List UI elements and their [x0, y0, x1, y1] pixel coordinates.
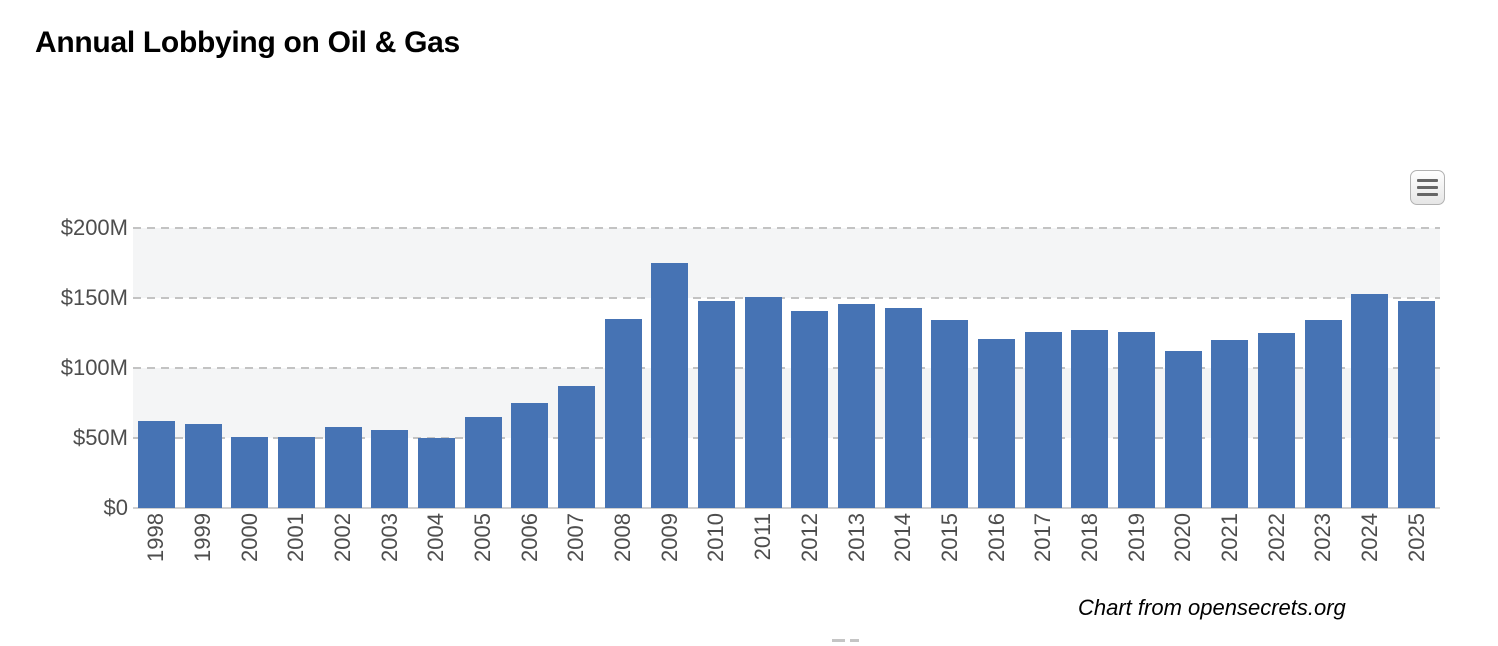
bar-2013[interactable] — [838, 303, 876, 508]
cutoff-element-artifact — [832, 639, 859, 642]
gridline — [133, 367, 1440, 369]
bar-2012[interactable] — [791, 310, 829, 508]
x-axis-label: 2004 — [423, 513, 449, 562]
x-axis-label: 2019 — [1123, 513, 1149, 562]
x-axis-label: 1998 — [143, 513, 169, 562]
x-axis-label: 2024 — [1356, 513, 1382, 562]
x-axis-label: 1999 — [190, 513, 216, 562]
y-axis-label: $0 — [103, 495, 128, 520]
bar-2021[interactable] — [1211, 340, 1249, 508]
x-axis-label: 2022 — [1263, 513, 1289, 562]
x-axis-label: 2006 — [516, 513, 542, 562]
x-axis-label: 2020 — [1170, 513, 1196, 562]
bar-2022[interactable] — [1258, 333, 1296, 508]
bar-2023[interactable] — [1304, 320, 1342, 508]
x-axis-label: 2009 — [656, 513, 682, 562]
x-axis-label: 2023 — [1310, 513, 1336, 562]
bar-2007[interactable] — [557, 386, 595, 508]
x-axis-label: 2016 — [983, 513, 1009, 562]
gridline — [133, 227, 1440, 229]
bar-2001[interactable] — [277, 436, 315, 508]
bar-2003[interactable] — [371, 429, 409, 508]
y-axis-label: $200M — [60, 215, 128, 240]
x-axis-label: 2012 — [796, 513, 822, 562]
x-axis-label: 2011 — [750, 513, 776, 561]
bar-2010[interactable] — [697, 300, 735, 508]
bar-1999[interactable] — [184, 424, 222, 508]
bar-2004[interactable] — [417, 438, 455, 508]
gridline — [133, 437, 1440, 439]
bar-2019[interactable] — [1118, 331, 1156, 508]
x-axis-label: 2014 — [890, 513, 916, 562]
x-axis-label: 2018 — [1076, 513, 1102, 562]
x-axis-label: 2000 — [236, 513, 262, 562]
bar-1998[interactable] — [137, 421, 175, 508]
y-axis-label: $100M — [60, 355, 128, 380]
bar-2020[interactable] — [1164, 351, 1202, 508]
x-axis-label: 2002 — [330, 513, 356, 562]
bar-2017[interactable] — [1024, 331, 1062, 508]
bar-2024[interactable] — [1351, 293, 1389, 508]
x-axis-label: 2008 — [610, 513, 636, 562]
bar-2016[interactable] — [978, 338, 1016, 508]
bar-2006[interactable] — [511, 403, 549, 508]
x-axis-label: 2025 — [1403, 513, 1429, 562]
x-axis-label: 2007 — [563, 513, 589, 562]
alternate-band — [133, 228, 1440, 298]
attribution-text: Chart from opensecrets.org — [1078, 595, 1346, 620]
gridline — [133, 297, 1440, 299]
page-title: Annual Lobbying on Oil & Gas — [35, 26, 460, 59]
bar-2015[interactable] — [931, 320, 969, 508]
bar-2008[interactable] — [604, 319, 642, 508]
x-axis-label: 2001 — [283, 513, 309, 562]
x-axis-line — [133, 507, 1440, 509]
x-axis-label: 2010 — [703, 513, 729, 562]
y-axis-label: $50M — [72, 425, 128, 450]
y-axis-label: $150M — [60, 285, 128, 310]
plot-area — [133, 227, 1440, 509]
x-axis-label: 2003 — [376, 513, 402, 562]
x-axis-label: 2005 — [470, 513, 496, 562]
bar-2014[interactable] — [884, 307, 922, 508]
bar-2005[interactable] — [464, 417, 502, 508]
bar-2000[interactable] — [231, 436, 269, 508]
bar-2011[interactable] — [744, 296, 782, 508]
chart-context-menu-button[interactable] — [1410, 170, 1445, 205]
bar-2009[interactable] — [651, 263, 689, 508]
x-axis-label: 2015 — [936, 513, 962, 562]
x-axis-label: 2021 — [1216, 513, 1242, 562]
bar-2025[interactable] — [1398, 300, 1436, 508]
bar-2002[interactable] — [324, 426, 362, 508]
x-axis-label: 2013 — [843, 513, 869, 562]
x-axis-label: 2017 — [1030, 513, 1056, 562]
bar-2018[interactable] — [1071, 330, 1109, 508]
